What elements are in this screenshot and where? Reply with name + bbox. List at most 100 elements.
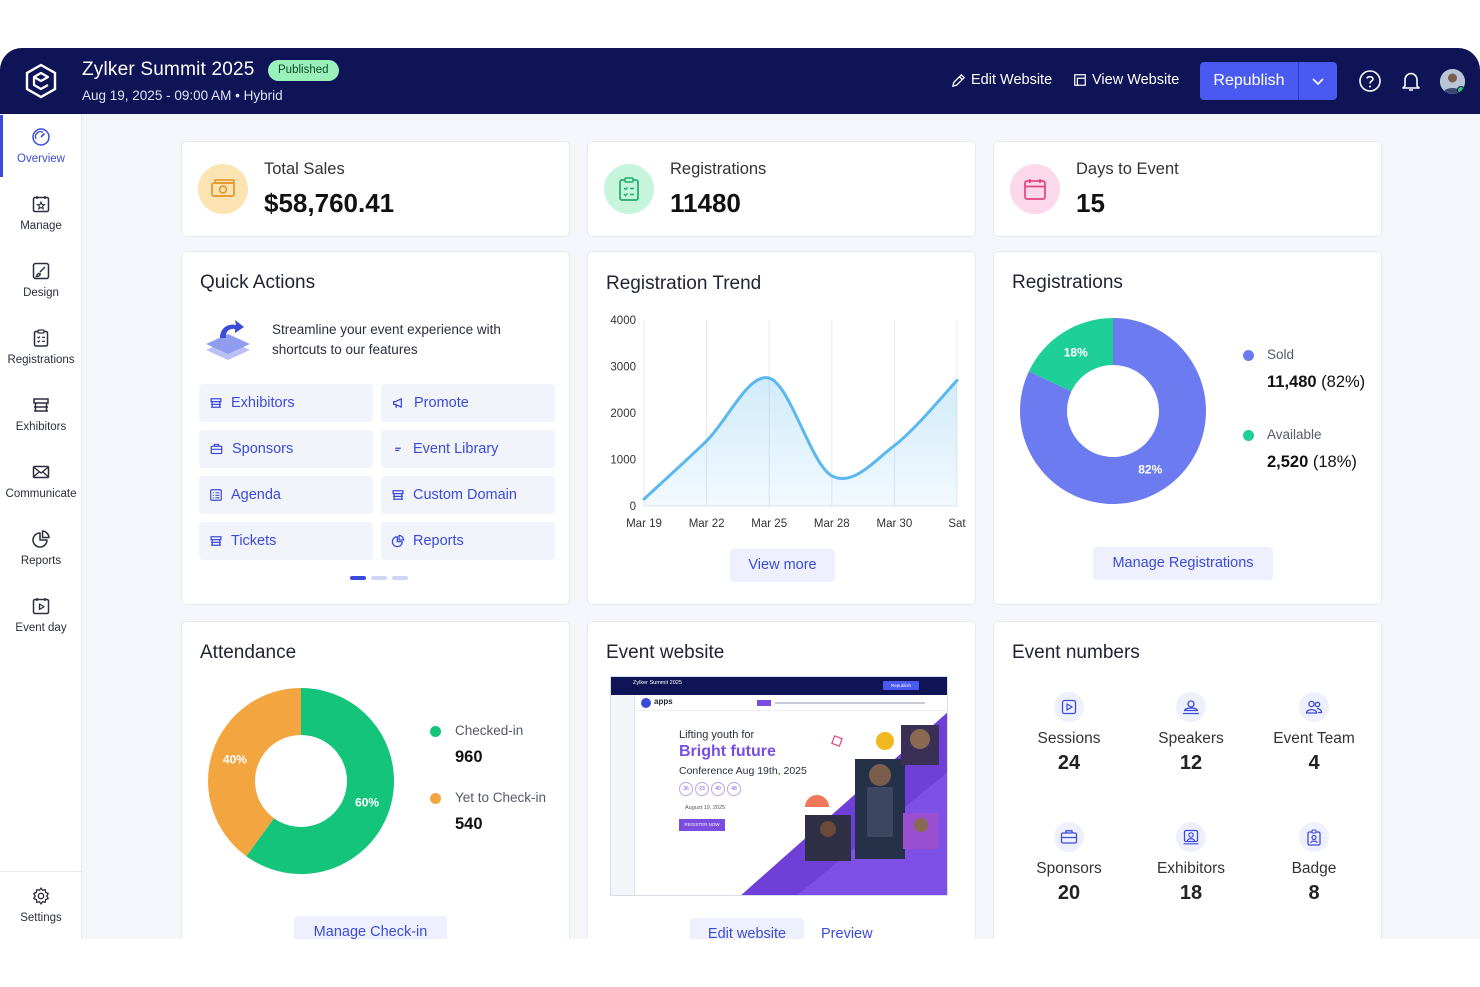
event-website-card: Event website Zylker Summit 2025 Republi…	[587, 621, 976, 939]
preview-date: August 19, 2025	[685, 805, 726, 811]
republish-dropdown[interactable]	[1299, 62, 1337, 100]
legend-label-yet-to-check-in: Yet to Check-in	[455, 790, 547, 805]
sidebar-item-reports[interactable]: Reports	[0, 529, 82, 567]
carousel-dot-active[interactable]	[350, 576, 366, 580]
registration-trend-chart: 4000 3000 2000 1000 0 Mar 19 Mar 22 Mar 25 Mar 2…	[610, 315, 966, 530]
legend-dot-checked-in	[430, 726, 441, 737]
sidebar-item-exhibitors[interactable]: Exhibitors	[0, 395, 82, 433]
registrations-slice-a[interactable]	[1020, 318, 1206, 504]
sold-count: 11,480	[1267, 373, 1317, 391]
registrations-slice-label: 82%	[1138, 463, 1162, 477]
view-more-button[interactable]: View more	[730, 549, 835, 582]
qa-promote-button[interactable]: Promote	[381, 384, 555, 422]
preview-brand: apps	[654, 697, 673, 706]
qa-event-library-button[interactable]: Event Library	[381, 430, 555, 468]
stat-card-days-to-event: Days to Event 15	[993, 141, 1382, 237]
view-website-label: View Website	[1092, 72, 1180, 88]
attendance-slice-b[interactable]	[208, 688, 301, 857]
legend-value-yet-to-check-in: 540	[455, 815, 483, 834]
event-number-sponsors[interactable]: Sponsors 20	[999, 822, 1139, 905]
library-icon	[395, 447, 401, 452]
stat-value: 11480	[670, 188, 741, 218]
badge-icon	[1299, 822, 1329, 852]
stat-icon-bg	[604, 164, 654, 214]
sidebar-item-label: Settings	[20, 912, 62, 924]
preview-conference: Conference Aug 19th, 2025	[679, 765, 807, 777]
qa-custom-domain-button[interactable]: Custom Domain	[381, 476, 555, 514]
preview-topbar: Zylker Summit 2025 Republish	[611, 677, 947, 695]
registrations-slice-label: 18%	[1064, 345, 1088, 359]
event-number-event-team[interactable]: Event Team 4	[1244, 692, 1384, 775]
carousel-dot[interactable]	[392, 576, 408, 580]
trend-line	[642, 376, 959, 501]
carousel-dot[interactable]	[371, 576, 387, 580]
sidebar-divider	[0, 871, 82, 872]
qa-exhibitors-button[interactable]: Exhibitors	[199, 384, 373, 422]
checked-in-count: 960	[455, 748, 483, 766]
registrations-card: Registrations 82% 18% Sold 11,480 (82%) A…	[993, 251, 1382, 605]
x-tick-label: Mar 28	[814, 518, 850, 530]
qa-agenda-button[interactable]: Agenda	[199, 476, 373, 514]
y-tick-label: 3000	[610, 362, 636, 374]
legend-dot-sold	[1243, 350, 1254, 361]
sidebar-item-overview[interactable]: Overview	[0, 115, 82, 177]
edit-website-link[interactable]: Edit Website	[951, 72, 1052, 88]
website-preview-thumbnail[interactable]: Zylker Summit 2025 Republish apps	[610, 676, 948, 896]
qa-sponsors-button[interactable]: Sponsors	[199, 430, 373, 468]
manage-registrations-button[interactable]: Manage Registrations	[1093, 547, 1273, 580]
event-number-value: 24	[1057, 752, 1081, 774]
sidebar-item-label: Overview	[17, 153, 65, 165]
sidebar-item-communicate[interactable]: Communicate	[0, 462, 82, 500]
legend-dot-available	[1243, 430, 1254, 441]
attendance-card: Attendance 60% 40% Checked-in 960 Yet to …	[181, 621, 570, 939]
event-number-speakers[interactable]: Speakers 12	[1121, 692, 1261, 775]
sidebar-item-event-day[interactable]: Event day	[0, 596, 82, 634]
manage-check-in-button[interactable]: Manage Check-in	[294, 916, 447, 939]
stat-card-total-sales: Total Sales $58,760.41	[181, 141, 570, 237]
qa-label: Custom Domain	[413, 487, 517, 503]
attendance-slice-a[interactable]	[246, 688, 394, 874]
sidebar-item-settings[interactable]: Settings	[0, 886, 82, 924]
qa-reports-button[interactable]: Reports	[381, 522, 555, 560]
quick-actions-description: Streamline your event experience with sh…	[272, 322, 501, 357]
preview-hero-graphic	[741, 712, 947, 895]
edit-website-button[interactable]: Edit website	[690, 918, 804, 939]
view-website-link[interactable]: View Website	[1073, 72, 1179, 88]
briefcase-icon	[1054, 822, 1084, 852]
attendance-slice-label: 60%	[355, 795, 379, 809]
qa-label: Promote	[414, 395, 469, 411]
available-percent: (18%)	[1312, 453, 1357, 471]
brush-icon	[32, 262, 50, 280]
user-avatar[interactable]	[1440, 69, 1465, 94]
app-window: Zylker Summit 2025 Published Aug 19, 202…	[0, 48, 1480, 939]
preview-headline-small: Lifting youth for	[679, 729, 755, 741]
legend-value-available: 2,520 (18%)	[1267, 453, 1357, 472]
event-numbers-card: Event numbers Sessions 24 Speakers 12 Ev…	[993, 621, 1382, 939]
y-tick-label: 1000	[610, 455, 636, 467]
stat-card-registrations: Registrations 11480	[587, 141, 976, 237]
sidebar-item-registrations[interactable]: Registrations	[0, 328, 82, 366]
trend-area	[644, 377, 957, 506]
event-number-sessions[interactable]: Sessions 24	[999, 692, 1139, 775]
qa-label: Tickets	[231, 533, 277, 549]
event-number-exhibitors[interactable]: Exhibitors 18	[1121, 822, 1261, 905]
bell-icon[interactable]	[1399, 69, 1423, 93]
qa-tickets-button[interactable]: Tickets	[199, 522, 373, 560]
legend-value-checked-in: 960	[455, 748, 483, 767]
event-number-badge[interactable]: Badge 8	[1244, 822, 1384, 905]
event-number-label: Speakers	[1158, 730, 1224, 747]
card-title: Event website	[606, 642, 725, 663]
play-square-icon	[1054, 692, 1084, 722]
yet-count: 540	[455, 815, 483, 833]
preview-link[interactable]: Preview	[821, 926, 873, 939]
app-logo-icon[interactable]	[24, 63, 58, 99]
card-title: Quick Actions	[200, 272, 316, 293]
registrations-slice-b[interactable]	[1028, 318, 1113, 392]
event-number-value: 4	[1308, 752, 1320, 774]
help-icon[interactable]	[1358, 69, 1382, 93]
sidebar-item-design[interactable]: Design	[0, 261, 82, 299]
sidebar-item-label: Manage	[20, 220, 62, 232]
republish-button[interactable]: Republish	[1200, 62, 1299, 100]
sidebar-item-manage[interactable]: Manage	[0, 194, 82, 232]
team-icon	[1299, 692, 1329, 722]
